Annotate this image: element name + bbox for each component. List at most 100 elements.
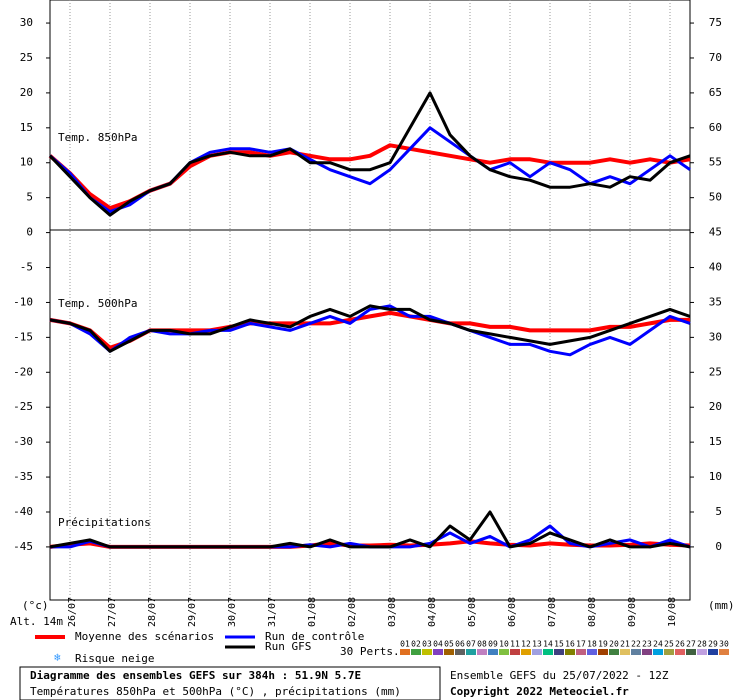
panel-label: Temp. 500hPa [58,297,137,310]
x-tick-label: 04/08 [427,597,438,627]
series-line [49,304,691,353]
pert-swatch [708,649,718,655]
y2-tick-label: 75 [709,16,722,29]
pert-swatch [433,649,443,655]
pert-name: 19 [598,640,608,649]
pert-swatch [565,649,575,655]
pert-name: 11 [510,640,520,649]
x-tick-label: 26/07 [67,597,78,627]
pert-name: 08 [477,640,487,649]
copyright: Copyright 2022 Meteociel.fr [450,685,629,698]
pert-name: 27 [686,640,696,649]
pert-name: 07 [466,640,476,649]
pert-swatch [455,649,465,655]
pert-swatch [477,649,487,655]
pert-name: 18 [587,640,597,649]
pert-swatch [510,649,520,655]
y2-tick-label: 65 [709,86,722,99]
y-tick-label: -10 [13,295,33,308]
pert-swatch [631,649,641,655]
y-tick-label: 15 [20,121,33,134]
y-tick-label: 5 [26,191,33,204]
y-tick-label: 30 [20,16,33,29]
y2-unit: (mm) [708,599,735,612]
x-tick-label: 05/08 [467,597,478,627]
pert-swatch [664,649,674,655]
y2-tick-label: 60 [709,121,722,134]
x-tick-label: 03/08 [387,597,398,627]
pert-swatch [444,649,454,655]
pert-name: 13 [532,640,542,649]
pert-name: 10 [499,640,509,649]
y-tick-label: 10 [20,156,33,169]
y2-tick-label: 20 [709,400,722,413]
pert-swatch [620,649,630,655]
pert-swatch [554,649,564,655]
pert-name: 14 [543,640,553,649]
y2-tick-label: 40 [709,261,722,274]
y-tick-label: -30 [13,435,33,448]
pert-swatch [466,649,476,655]
pert-name: 09 [488,640,498,649]
y-tick-label: 20 [20,86,33,99]
pert-name: 20 [609,640,619,649]
pert-name: 02 [411,640,421,649]
pert-name: 03 [422,640,432,649]
y2-tick-label: 50 [709,191,722,204]
snow-icon: ❄ [54,651,61,664]
panel-500-precip [49,229,691,601]
pert-swatch [653,649,663,655]
series-line [48,91,691,217]
title: Diagramme des ensembles GEFS sur 384h : … [30,669,361,682]
pert-swatch [697,649,707,655]
panel-label: Temp. 850hPa [58,131,137,144]
x-tick-label: 08/08 [587,597,598,627]
pert-name: 17 [576,640,586,649]
perts-label: 30 Perts. [340,645,400,658]
pert-name: 16 [565,640,575,649]
pert-swatch [675,649,685,655]
pert-name: 22 [631,640,641,649]
x-tick-label: 28/07 [147,597,158,627]
pert-name: 23 [642,640,652,649]
x-tick-label: 30/07 [227,597,238,627]
y2-tick-label: 55 [709,156,722,169]
pert-name: 12 [521,640,531,649]
y2-tick-label: 35 [709,295,722,308]
series-line [49,510,691,549]
pert-swatch [488,649,498,655]
title-box [19,666,441,700]
pert-swatch [576,649,586,655]
y-tick-label: -5 [20,261,33,274]
y2-tick-label: 5 [715,505,722,518]
pert-name: 15 [554,640,564,649]
pert-swatch [400,649,410,655]
y-tick-label: -20 [13,365,33,378]
y2-tick-label: 10 [709,470,722,483]
pert-name: 21 [620,640,630,649]
x-tick-label: 02/08 [347,597,358,627]
pert-swatch [719,649,729,655]
pert-swatch [598,649,608,655]
panel-label: Précipitations [58,516,151,529]
snow-label: Risque neige [75,652,154,665]
altitude: Alt. 14m [10,615,63,628]
pert-name: 30 [719,640,729,649]
x-tick-label: 27/07 [107,597,118,627]
y-tick-label: -40 [13,505,33,518]
y2-tick-label: 45 [709,226,722,239]
y2-tick-label: 25 [709,365,722,378]
pert-swatch [422,649,432,655]
x-tick-label: 29/07 [187,597,198,627]
y2-tick-label: 30 [709,330,722,343]
x-tick-label: 10/08 [667,597,678,627]
pert-name: 26 [675,640,685,649]
subtitle: Températures 850hPa et 500hPa (°C) , pré… [30,685,401,698]
pert-name: 24 [653,640,663,649]
pert-swatch [587,649,597,655]
pert-name: 04 [433,640,443,649]
pert-swatch [543,649,553,655]
pert-swatch [686,649,696,655]
pert-name: 06 [455,640,465,649]
